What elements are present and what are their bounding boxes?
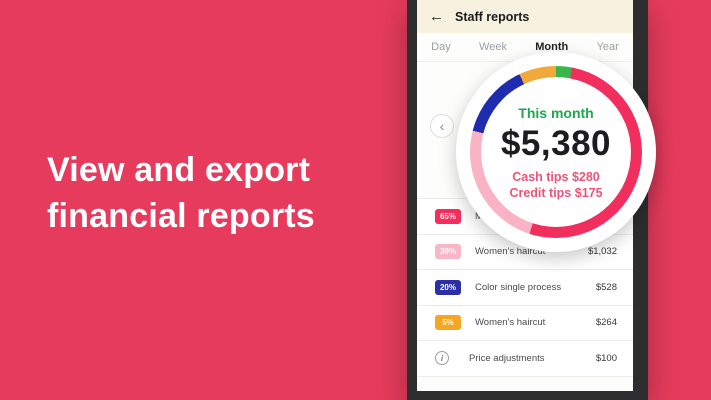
donut-hole <box>481 77 631 227</box>
percent-badge: 5% <box>435 315 461 331</box>
tab-year[interactable]: Year <box>596 41 619 53</box>
month-total: $5,380 <box>500 123 612 163</box>
service-value: $100 <box>595 352 617 364</box>
service-value: $528 <box>595 281 617 293</box>
app-header: ← Staff reports <box>417 0 633 33</box>
table-row[interactable]: 20% Color single process $528 <box>417 270 633 306</box>
promo-headline-line2: financial reports <box>47 196 315 235</box>
tab-day[interactable]: Day <box>431 41 451 53</box>
period-tabs: Day Week Month Year <box>417 33 633 62</box>
tab-week[interactable]: Week <box>479 41 507 53</box>
service-label: Price adjustments <box>469 352 545 364</box>
promo-headline: View and export financial reports <box>47 148 315 240</box>
percent-badge: 65% <box>435 208 461 224</box>
percent-badge: 39% <box>435 244 461 260</box>
carousel-prev-button[interactable]: ‹ <box>430 114 454 138</box>
table-row[interactable]: 39% Women's haircut $1,032 <box>417 234 633 270</box>
promo-headline-line1: View and export <box>47 151 311 189</box>
donut-ring <box>470 66 642 238</box>
page-title: Staff reports <box>455 9 530 24</box>
back-arrow-icon[interactable]: ← <box>429 8 444 25</box>
month-summary-card: This month $5,380 Cash tips $280 Credit … <box>456 52 656 252</box>
cash-tips-line: Cash tips $280 <box>512 169 600 184</box>
service-label: Color single process <box>475 281 562 293</box>
percent-badge: 20% <box>435 279 461 295</box>
donut-title: This month <box>518 104 594 121</box>
service-label: Women's haircut <box>475 317 546 329</box>
service-value: $1,032 <box>587 246 617 258</box>
info-icon: i <box>435 351 449 366</box>
service-label: Women's haircut <box>475 246 546 258</box>
service-value: $264 <box>595 317 617 329</box>
donut-center-content: This month $5,380 Cash tips $280 Credit … <box>456 52 656 252</box>
tab-month[interactable]: Month <box>533 35 570 59</box>
table-row[interactable]: i Price adjustments $100 <box>417 341 633 377</box>
credit-tips-line: Credit tips $175 <box>509 186 603 200</box>
table-row[interactable]: 5% Women's haircut $264 <box>417 305 633 341</box>
